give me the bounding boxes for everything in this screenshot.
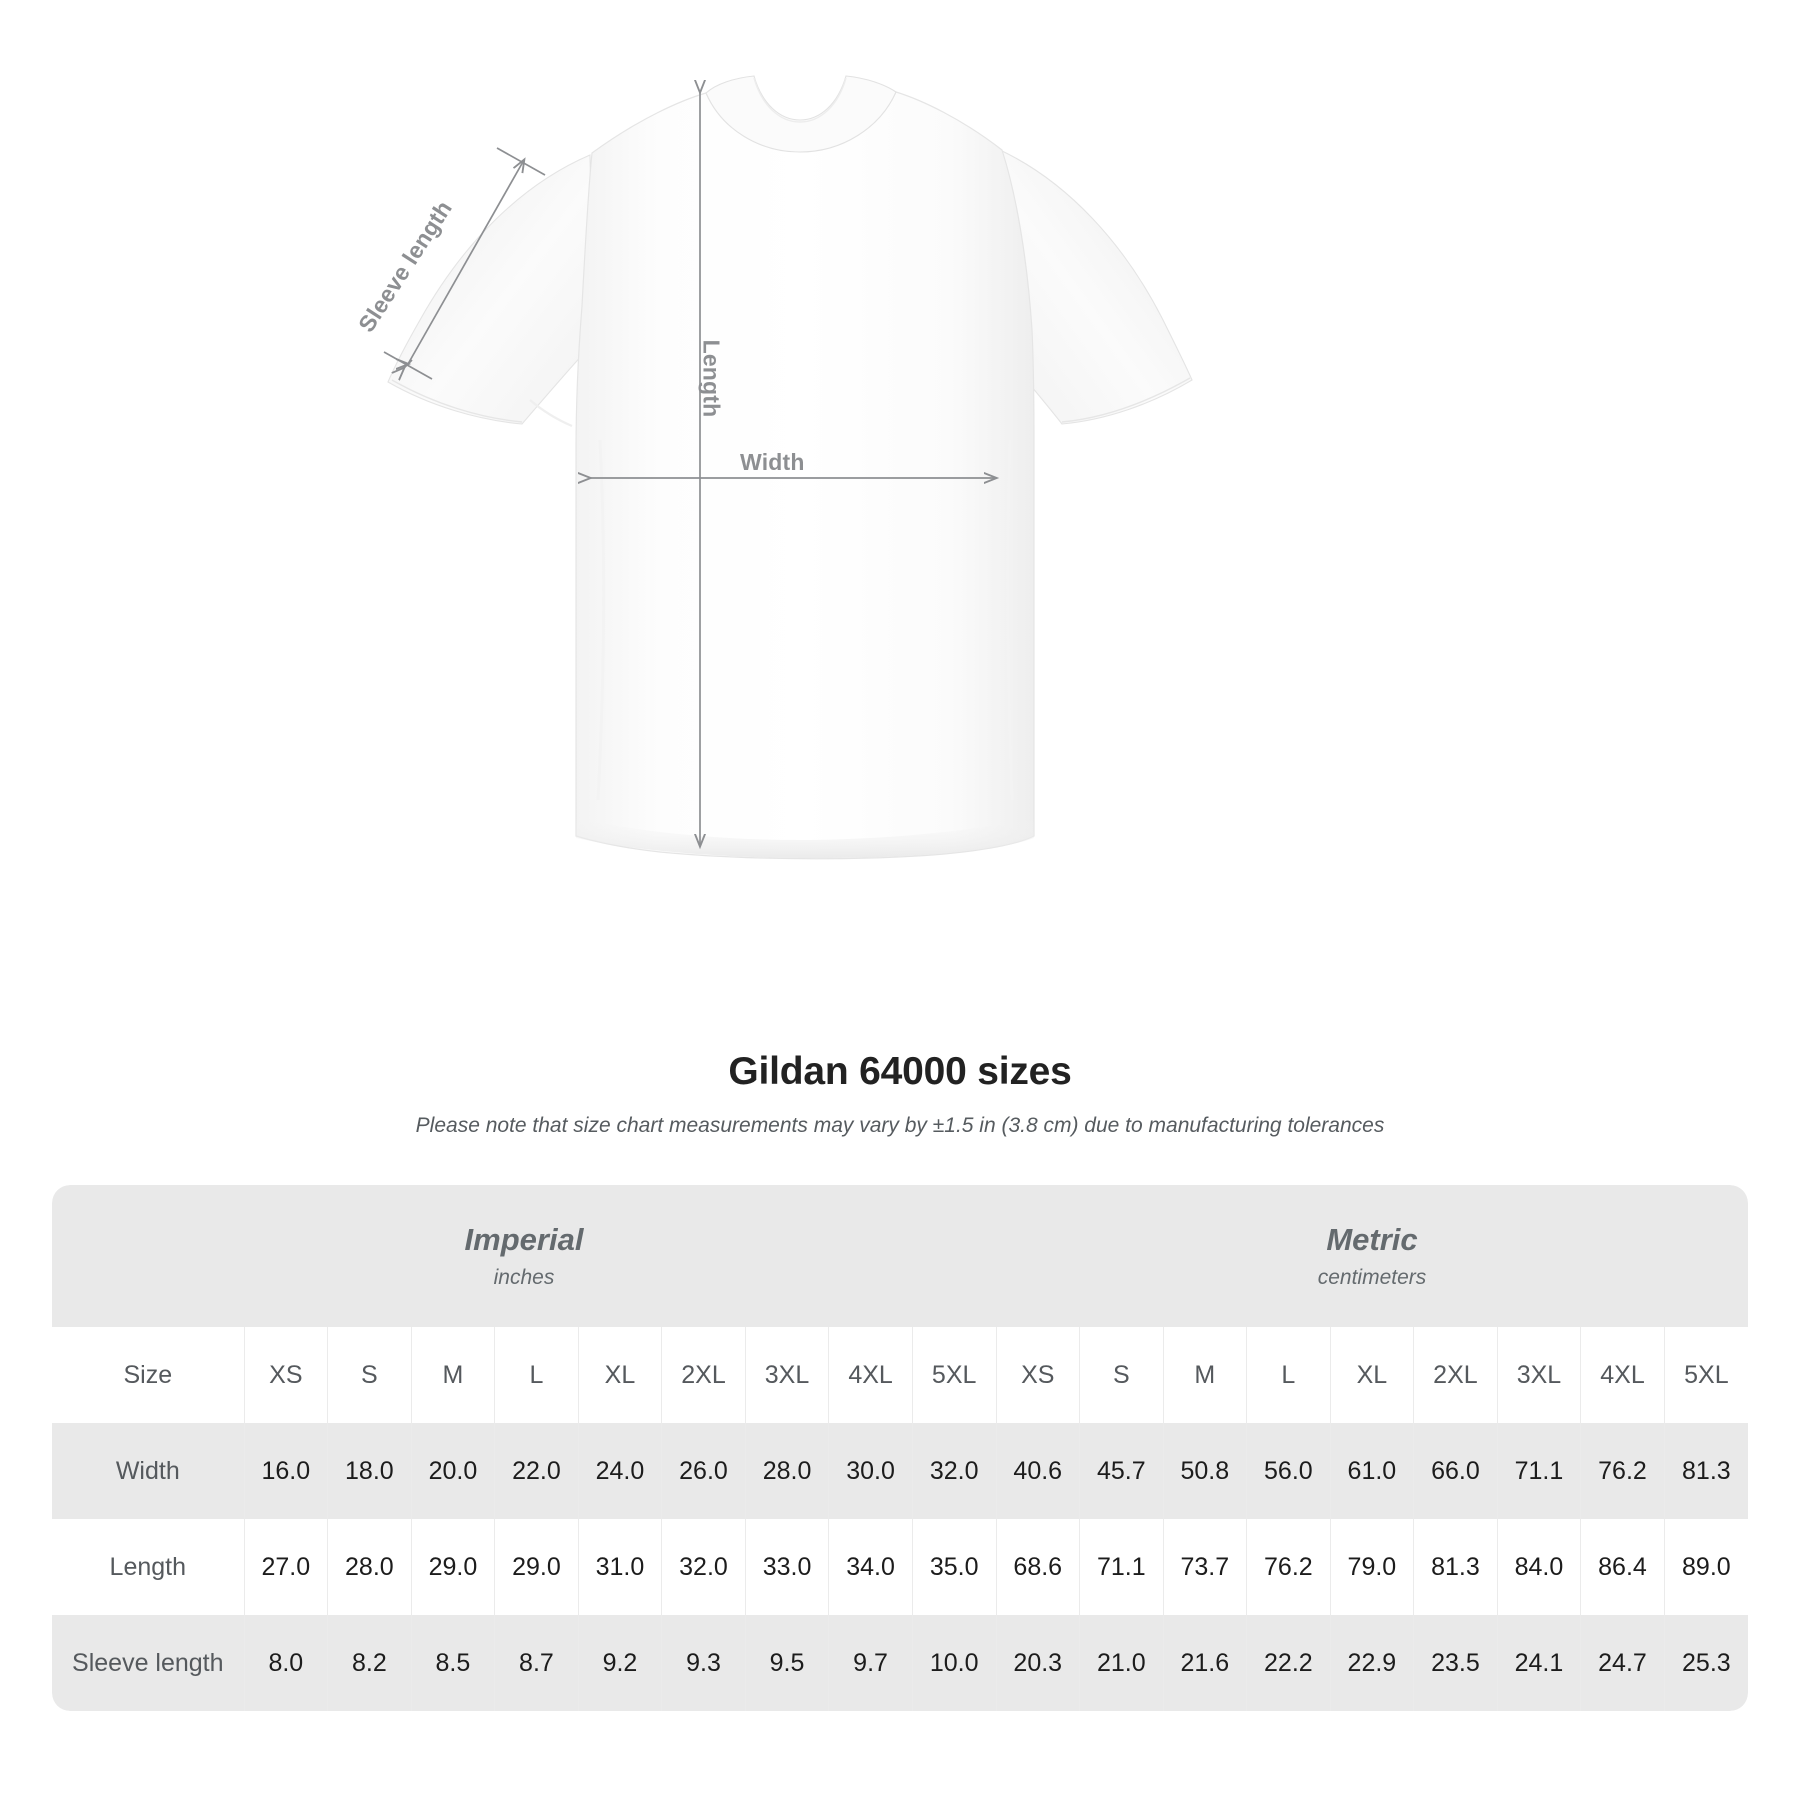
measurement-cell: 18.0 [327,1423,412,1519]
measurement-cell: 24.1 [1497,1615,1582,1711]
measurement-cell: 35.0 [912,1519,997,1615]
table-row: Length 27.0 28.0 29.0 29.0 31.0 32.0 33.0 34.0 35… [52,1519,1748,1615]
unit-group-imperial: Imperial inches [52,1185,996,1327]
measurement-row-label: Sleeve length [52,1615,245,1711]
measurement-cell: 61.0 [1330,1423,1415,1519]
size-column-header: 2XL [1413,1327,1498,1423]
size-column-header: 5XL [1664,1327,1748,1423]
table-row: Width 16.0 18.0 20.0 22.0 24.0 26.0 28.0 30.0 32.… [52,1423,1748,1519]
size-column-header: XL [1330,1327,1415,1423]
measurement-cell: 10.0 [912,1615,997,1711]
unit-group-metric-name: Metric [1326,1221,1418,1257]
size-column-header: 3XL [745,1327,830,1423]
tshirt-illustration [383,75,1193,860]
measurement-cell: 24.0 [578,1423,663,1519]
measurement-cell: 23.5 [1413,1615,1498,1711]
unit-group-imperial-name: Imperial [464,1221,584,1257]
measurement-cell: 68.6 [996,1519,1081,1615]
tolerance-note: Please note that size chart measurements… [415,1114,1385,1137]
measurement-cell: 32.0 [912,1423,997,1519]
measurement-cell: 73.7 [1163,1519,1248,1615]
size-column-header: XS [244,1327,329,1423]
measurement-cell: 24.7 [1580,1615,1665,1711]
measurement-cell: 8.5 [411,1615,496,1711]
table-row: Sleeve length 8.0 8.2 8.5 8.7 9.2 9.3 9.5 9.7 10.… [52,1615,1748,1711]
size-row-header-label: Size [52,1327,245,1423]
tshirt-diagram: Sleeve length Length Width [353,75,1193,860]
measurement-cell: 20.0 [411,1423,496,1519]
measurement-cell: 79.0 [1330,1519,1415,1615]
measurement-cell: 50.8 [1163,1423,1248,1519]
measurement-cell: 28.0 [745,1423,830,1519]
unit-group-metric: Metric centimeters [996,1185,1748,1327]
size-column-header: XS [996,1327,1081,1423]
measurement-cell: 30.0 [828,1423,913,1519]
measurement-cell: 29.0 [411,1519,496,1615]
size-column-header: 2XL [661,1327,746,1423]
measurement-cell: 71.1 [1079,1519,1164,1615]
measurement-cell: 81.3 [1664,1423,1748,1519]
measurement-cell: 84.0 [1497,1519,1582,1615]
size-column-header: 4XL [828,1327,913,1423]
measurement-cell: 9.5 [745,1615,830,1711]
measurement-cell: 8.7 [494,1615,579,1711]
measurement-cell: 76.2 [1246,1519,1331,1615]
page-title: Gildan 64000 sizes [728,1050,1072,1093]
size-column-header: L [494,1327,579,1423]
measurement-cell: 8.0 [244,1615,329,1711]
measurement-cell: 40.6 [996,1423,1081,1519]
measurement-cell: 27.0 [244,1519,329,1615]
measurement-cell: 71.1 [1497,1423,1582,1519]
size-column-header: 3XL [1497,1327,1582,1423]
size-column-header: 4XL [1580,1327,1665,1423]
measurement-cell: 9.2 [578,1615,663,1711]
measurement-cell: 34.0 [828,1519,913,1615]
unit-group-row: Imperial inches Metric centimeters [52,1185,1748,1327]
size-column-header: L [1246,1327,1331,1423]
measurement-cell: 22.0 [494,1423,579,1519]
size-header-row: Size XS S M L XL 2XL 3XL 4XL 5XL XS S M L XL 2XL 3XL 4XL 5… [52,1327,1748,1423]
measurement-cell: 8.2 [327,1615,412,1711]
size-chart-table: Imperial inches Metric centimeters Size X… [52,1185,1748,1711]
measurement-cell: 56.0 [1246,1423,1331,1519]
measurement-cell: 32.0 [661,1519,746,1615]
measurement-row-label: Width [52,1423,245,1519]
sleeve-length-dimension-arrow [383,147,546,379]
measurement-cell: 9.7 [828,1615,913,1711]
chart-title-block: Gildan 64000 sizes Please note that size… [0,1050,1800,1138]
measurement-cell: 28.0 [327,1519,412,1615]
size-column-header: S [1079,1327,1164,1423]
measurement-cell: 29.0 [494,1519,579,1615]
measurement-cell: 22.9 [1330,1615,1415,1711]
measurement-cell: 81.3 [1413,1519,1498,1615]
measurement-cell: 20.3 [996,1615,1081,1711]
size-column-header: 5XL [912,1327,997,1423]
measurement-cell: 16.0 [244,1423,329,1519]
measurement-cell: 76.2 [1580,1423,1665,1519]
unit-group-metric-sub: centimeters [1317,1266,1427,1290]
size-column-header: S [327,1327,412,1423]
size-chart-table-wrap: Imperial inches Metric centimeters Size X… [52,1185,1748,1711]
measurement-cell: 26.0 [661,1423,746,1519]
measurement-cell: 89.0 [1664,1519,1748,1615]
size-column-header: XL [578,1327,663,1423]
measurement-cell: 22.2 [1246,1615,1331,1711]
measurement-cell: 21.6 [1163,1615,1248,1711]
measurement-cell: 45.7 [1079,1423,1164,1519]
measurement-cell: 66.0 [1413,1423,1498,1519]
measurement-cell: 9.3 [661,1615,746,1711]
measurement-cell: 86.4 [1580,1519,1665,1615]
measurement-row-label: Length [52,1519,245,1615]
unit-group-imperial-sub: inches [493,1266,555,1290]
size-column-header: M [411,1327,496,1423]
measurement-cell: 25.3 [1664,1615,1748,1711]
length-label: Length [698,339,725,418]
width-label: Width [740,449,805,475]
measurement-cell: 31.0 [578,1519,663,1615]
measurement-cell: 21.0 [1079,1615,1164,1711]
measurement-cell: 33.0 [745,1519,830,1615]
size-column-header: M [1163,1327,1248,1423]
